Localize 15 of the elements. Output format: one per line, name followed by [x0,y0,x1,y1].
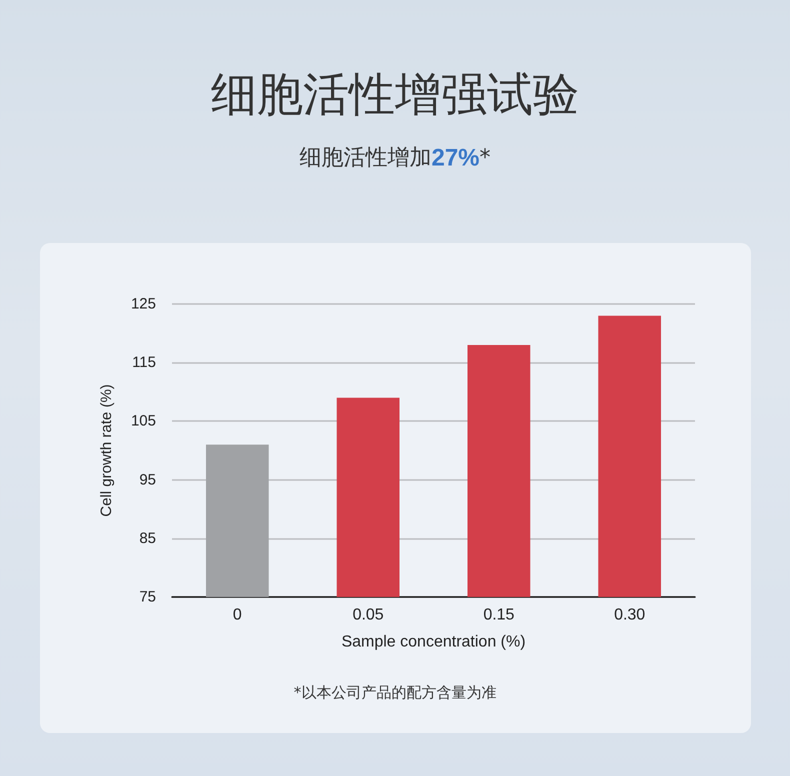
text: *以本公司产品的配方含量为准 [294,684,496,702]
chart-subtitle: 细胞活性增加27%* [299,144,491,172]
x-tick-label: 0.30 [614,606,646,624]
x-axis-title: Sample concentration (%) [341,634,526,650]
y-tick-label: 95 [139,471,156,488]
y-axis-title: Cell growth rate (%) [98,384,115,517]
y-tick-label: 115 [132,354,156,372]
x-tick-label: 0.05 [352,606,384,624]
y-tick-label: 105 [130,412,156,430]
x-tick-label: 0.15 [483,606,515,624]
y-tick-label: 85 [139,530,156,547]
y-tick-label: 125 [130,296,156,312]
y-tick-label: 75 [139,588,156,606]
x-tick-label: 0 [232,606,242,624]
chart-title: 细胞活性增强试验 [211,67,579,121]
